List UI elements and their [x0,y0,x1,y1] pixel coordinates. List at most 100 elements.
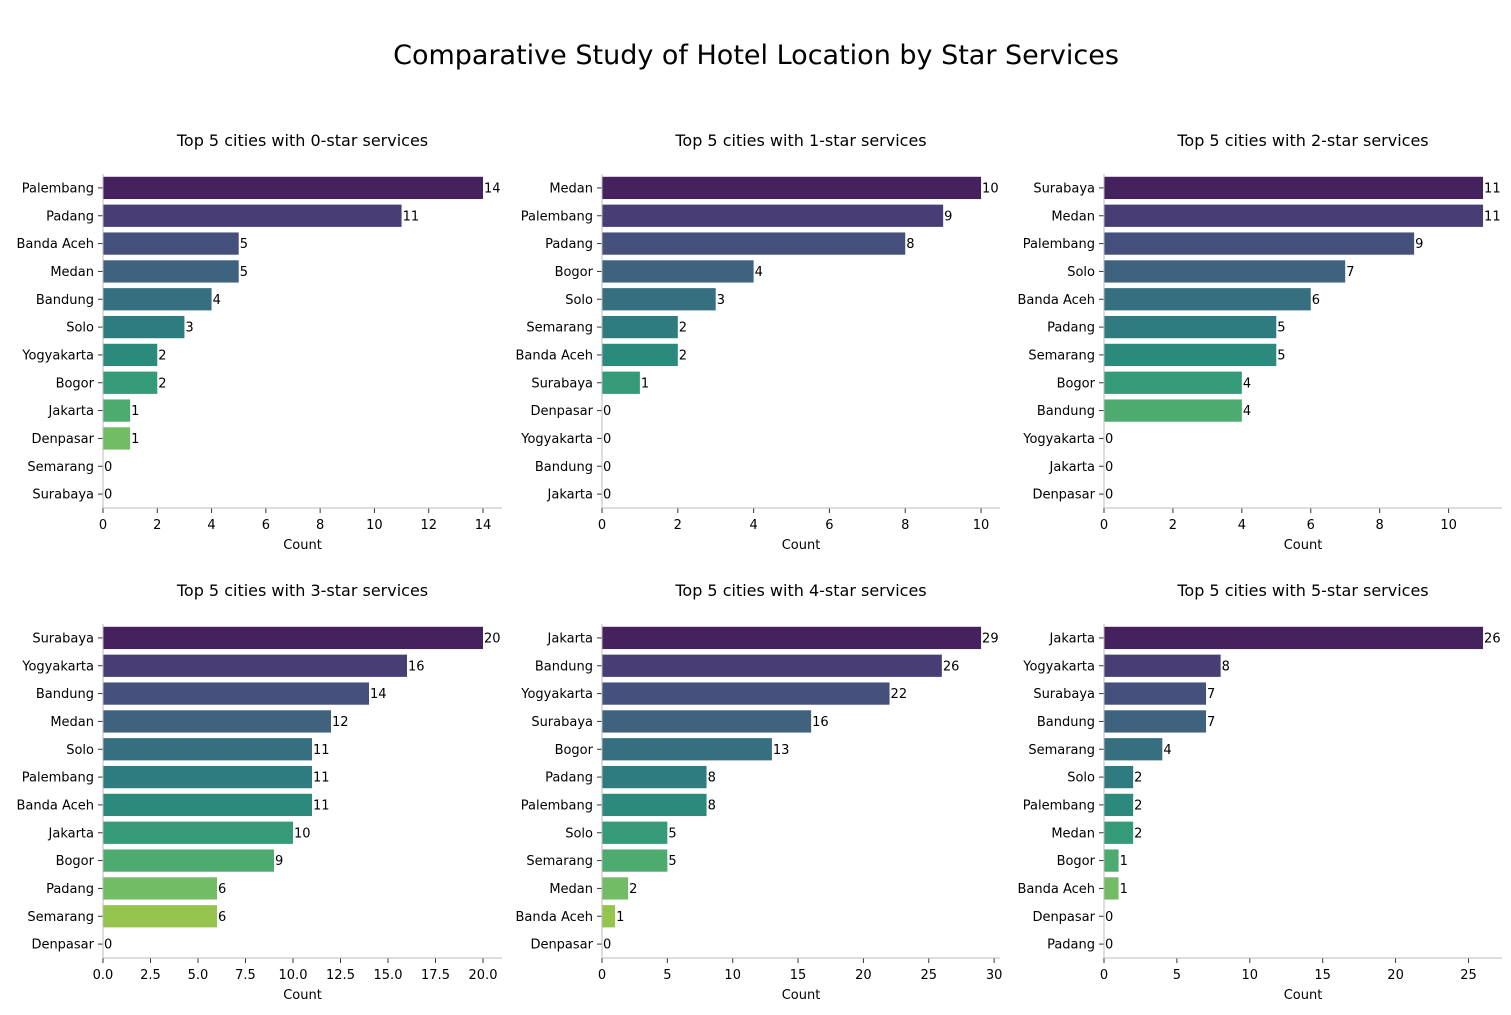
data-label: 0 [104,938,112,953]
bar [602,315,678,339]
bar [103,427,131,450]
data-label: 9 [944,209,952,224]
y-tick-label: Solo [66,743,94,758]
y-tick-label: Padang [545,237,593,252]
y-tick-label: Yogyakarta [21,659,94,674]
data-label: 6 [218,882,226,897]
data-label: 1 [641,376,649,391]
y-tick-label: Yogyakarta [21,348,94,363]
data-label: 0 [603,488,611,503]
data-label: 9 [275,854,283,869]
data-label: 3 [185,321,193,336]
x-tick-label: 8 [901,518,909,533]
data-label: 11 [1484,209,1501,224]
x-tick-label: 4 [749,518,757,533]
y-tick-label: Jakarta [547,631,593,646]
y-tick-label: Medan [549,882,593,897]
y-tick-label: Solo [565,826,593,841]
subplot-title: Top 5 cities with 2-star services [1176,131,1428,150]
x-tick-label: 0 [598,968,606,983]
data-label: 5 [240,237,248,252]
bar [103,626,483,650]
subplot-title: Top 5 cities with 1-star services [674,131,926,150]
bar [1104,765,1134,789]
x-tick-label: 15.0 [374,968,403,983]
data-label: 5 [668,854,676,869]
y-tick-label: Palembang [521,209,593,224]
data-label: 0 [603,432,611,447]
x-tick-label: 14 [475,518,492,533]
data-label: 3 [717,293,725,308]
x-tick-label: 5.0 [188,968,209,983]
bar [602,371,640,394]
x-tick-label: 12.5 [326,968,355,983]
y-tick-label: Banda Aceh [515,348,593,363]
y-tick-label: Banda Aceh [16,798,94,813]
x-tick-label: 10 [973,518,990,533]
y-tick-label: Palembang [1023,798,1095,813]
y-tick-label: Semarang [1028,348,1095,363]
subplot-2: Top 5 cities with 2-star services Surabay… [1017,131,1502,553]
y-tick-label: Palembang [1023,237,1095,252]
bar [103,849,274,872]
y-tick-label: Banda Aceh [16,237,94,252]
data-label: 16 [812,715,829,730]
bar [602,232,906,255]
y-tick-label: Padang [545,771,593,786]
x-tick-label: 2 [1169,518,1177,533]
bar [103,793,312,817]
x-tick-label: 0 [1100,968,1108,983]
y-tick-label: Medan [1051,826,1095,841]
y-tick-label: Medan [1051,209,1095,224]
bar [103,288,212,311]
y-tick-label: Denpasar [31,938,94,953]
data-label: 14 [484,181,501,196]
x-axis-label: Count [1284,538,1323,553]
y-tick-label: Denpasar [530,404,593,419]
data-label: 5 [240,265,248,280]
bar [1104,343,1277,367]
y-tick-label: Palembang [521,798,593,813]
y-tick-label: Bogor [1057,854,1096,869]
data-label: 29 [982,631,999,646]
bar [602,765,707,789]
bar [602,738,772,761]
x-tick-label: 2 [674,518,682,533]
data-label: 7 [1346,265,1354,280]
data-label: 11 [403,209,420,224]
x-tick-label: 8 [1376,518,1384,533]
data-label: 6 [1312,293,1320,308]
data-label: 0 [104,488,112,503]
x-tick-label: 20.0 [469,968,498,983]
data-label: 1 [616,910,624,925]
data-label: 2 [1134,826,1142,841]
data-label: 1 [131,432,139,447]
x-tick-label: 6 [825,518,833,533]
y-tick-label: Bandung [535,460,593,475]
data-label: 2 [629,882,637,897]
data-label: 1 [131,404,139,419]
x-tick-label: 5 [1173,968,1181,983]
bar [602,343,678,367]
data-label: 11 [313,743,330,758]
y-tick-label: Banda Aceh [1017,882,1095,897]
x-tick-label: 0 [1100,518,1108,533]
y-tick-label: Surabaya [32,488,94,503]
data-label: 4 [213,293,221,308]
x-tick-label: 10 [1440,518,1457,533]
data-label: 0 [603,404,611,419]
bar [1104,877,1119,900]
bar [103,682,369,705]
y-tick-label: Jakarta [1049,460,1095,475]
data-label: 9 [1415,237,1423,252]
x-axis-label: Count [283,538,322,553]
x-axis-label: Count [283,988,322,1003]
y-tick-label: Solo [1067,265,1095,280]
bar [103,399,131,422]
x-tick-label: 4 [1238,518,1246,533]
data-label: 1 [1120,854,1128,869]
bar [1104,682,1207,705]
subplot-0: Top 5 cities with 0-star services Palemba… [16,131,502,553]
subplot-4: Top 5 cities with 4-star services Jakarta… [515,581,1002,1003]
